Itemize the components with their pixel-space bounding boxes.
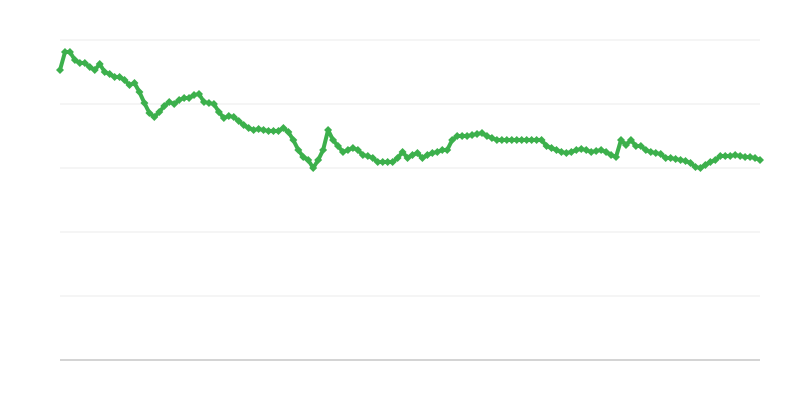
marker (522, 136, 531, 144)
marker (145, 109, 154, 117)
marker (314, 156, 323, 164)
marker (284, 128, 293, 136)
marker (656, 150, 665, 158)
marker (458, 132, 467, 140)
marker (195, 90, 204, 98)
marker (160, 102, 169, 110)
marker (155, 108, 164, 116)
marker (368, 154, 377, 162)
marker (269, 127, 278, 135)
marker (209, 100, 218, 108)
marker (453, 132, 462, 140)
marker (130, 79, 139, 87)
marker (716, 152, 725, 160)
marker (388, 158, 397, 166)
marker (537, 136, 546, 144)
marker (438, 146, 447, 154)
marker (443, 146, 452, 154)
marker (741, 153, 750, 161)
marker (626, 136, 635, 144)
marker (448, 136, 457, 144)
marker (517, 136, 526, 144)
marker (150, 113, 159, 121)
marker (294, 146, 303, 154)
marker (507, 136, 516, 144)
marker (110, 73, 119, 81)
marker (56, 66, 64, 74)
marker (214, 108, 223, 116)
marker (721, 152, 730, 160)
marker (135, 88, 144, 96)
marker (319, 146, 328, 154)
marker (502, 136, 511, 144)
marker (170, 100, 179, 108)
marker (527, 136, 536, 144)
marker (180, 94, 189, 102)
marker (140, 99, 149, 107)
marker (686, 159, 695, 167)
marker (334, 142, 343, 150)
marker (65, 48, 74, 56)
marker (234, 117, 243, 125)
marker (279, 124, 288, 132)
marker (398, 148, 407, 156)
marker (512, 136, 521, 144)
marker (329, 136, 338, 144)
marker (711, 156, 720, 164)
marker (120, 76, 129, 84)
marker (75, 59, 84, 67)
marker (383, 158, 392, 166)
marker (80, 59, 89, 67)
marker (90, 66, 99, 74)
marker (393, 154, 402, 162)
marker (532, 136, 541, 144)
marker (756, 156, 764, 164)
marker (492, 136, 501, 144)
marker (249, 126, 258, 134)
marker (60, 48, 69, 56)
marker (661, 154, 670, 162)
marker (264, 127, 273, 135)
marker (304, 156, 313, 164)
marker (631, 142, 640, 150)
marker (378, 158, 387, 166)
marker (616, 136, 625, 144)
marker (497, 136, 506, 144)
marker (373, 158, 382, 166)
marker (229, 113, 238, 121)
marker (612, 153, 621, 161)
marker (413, 149, 422, 157)
marker (324, 126, 333, 134)
marker (636, 142, 645, 150)
marker (353, 146, 362, 154)
marker (621, 141, 630, 149)
marker (289, 136, 298, 144)
marker (309, 164, 318, 172)
marker (95, 60, 104, 68)
